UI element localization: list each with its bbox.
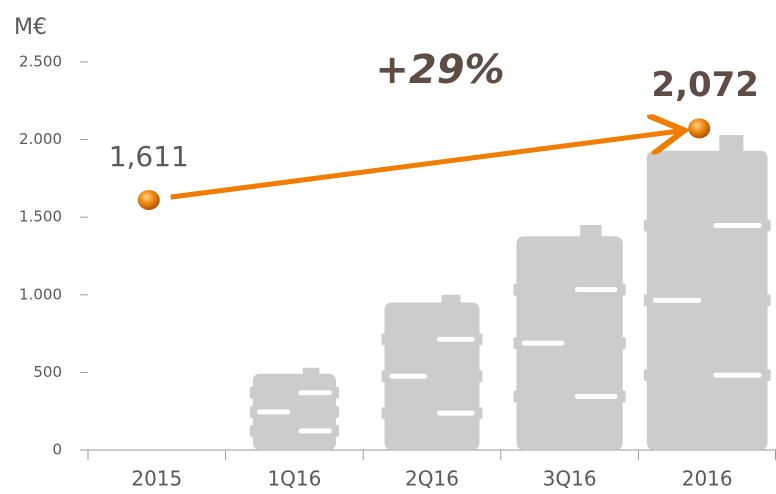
annotation: +29% [375,47,504,93]
y-tick-label: 1.000 [19,285,62,303]
barrel-groove [713,372,762,378]
barrel-bulge [643,294,648,307]
barrel-bulge [335,424,340,437]
y-tick-label: 2.000 [19,130,62,148]
barrel-groove [574,287,618,293]
barrel-groove [713,223,762,229]
barrel-bulge [381,407,386,420]
barrel-bulge [643,369,648,382]
barrel-bulge [249,386,254,399]
barrel-bulge [249,405,254,418]
x-tick-label: 2Q16 [405,467,459,491]
barrel-groove [298,428,332,434]
trend-arrow [170,131,680,200]
barrel-groove [521,340,565,346]
barrel [646,134,768,450]
barrel-groove [298,390,332,396]
barrel-bulge [513,337,518,350]
barrel-groove [436,336,475,342]
barrel-bulge [766,219,771,232]
barrel-groove [574,394,618,400]
y-tick-label: 500 [33,363,62,381]
barrel-bulge [621,337,626,350]
y-tick-label: 0 [52,441,62,459]
barrel-bulge [478,333,483,346]
barrel-bulge [381,333,386,346]
barrel [252,367,337,450]
barrel-bulge [513,283,518,296]
barrel-bulge [621,390,626,403]
x-tick-label: 2016 [682,467,733,491]
barrel-groove [256,409,291,415]
barrel-bulge [335,386,340,399]
y-tick-label: 1.500 [19,208,62,226]
y-axis-label: M€ [14,15,47,40]
value-label: 1,611 [109,140,189,173]
barrel-bulge [513,390,518,403]
barrel-bulge [249,424,254,437]
barrel-bulge [766,294,771,307]
point [137,189,160,210]
barrel [516,224,623,450]
barrel-bulge [381,370,386,383]
barrel-groove [436,410,475,416]
x-tick-label: 3Q16 [543,467,597,491]
y-tick-label: 2.500 [19,53,62,71]
barrel-bulge [478,370,483,383]
barrel-groove [652,297,702,303]
point [688,118,711,139]
barrel-bulge [478,407,483,420]
x-tick-label: 2015 [131,467,182,491]
barrel-groove [389,373,428,379]
barrel-bulge [643,219,648,232]
barrel-bulge [621,283,626,296]
x-tick-label: 1Q16 [267,467,321,491]
barrel-bulge [766,369,771,382]
value-label: 2,072 [651,65,759,105]
barrel [384,294,480,450]
barrel-bulge [335,405,340,418]
